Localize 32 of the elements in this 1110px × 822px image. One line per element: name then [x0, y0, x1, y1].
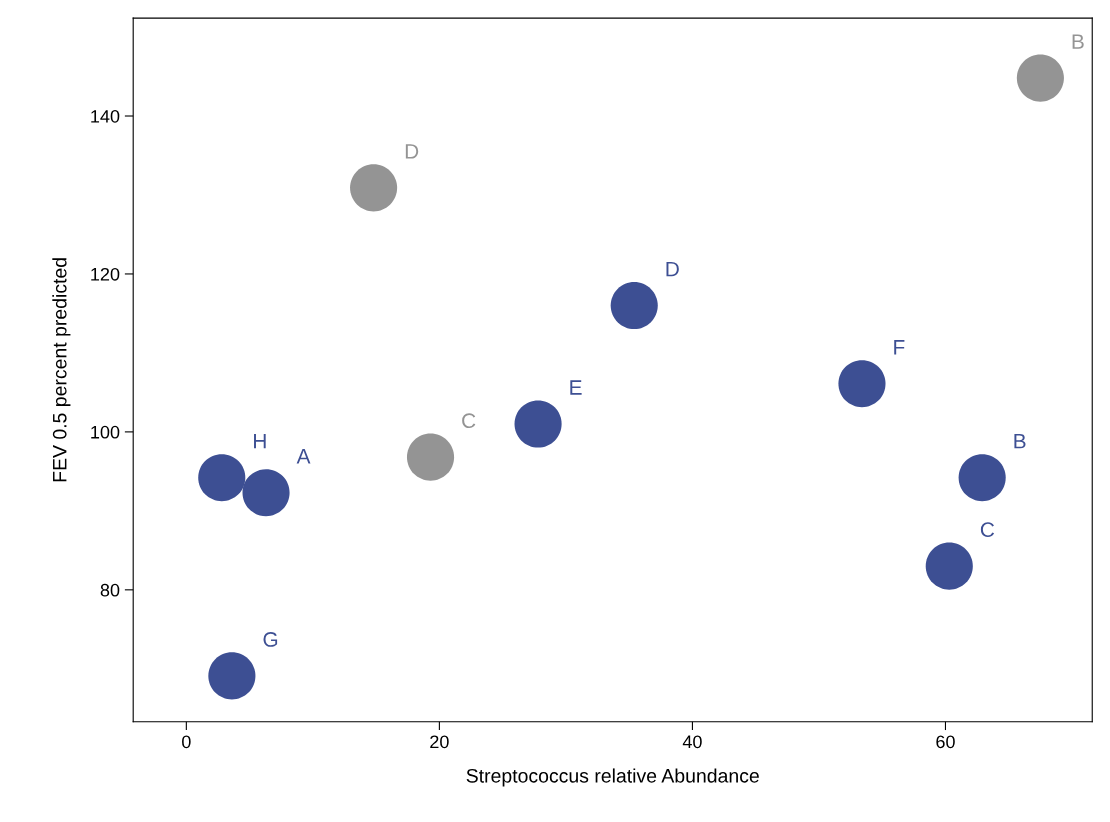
point: [958, 454, 1006, 502]
y-tick-label: 140: [91, 109, 120, 123]
data-label: G: [263, 632, 278, 647]
data-label: F: [894, 340, 905, 355]
y-tick-label: 80: [100, 583, 120, 597]
x-tick-label: 0: [182, 735, 191, 749]
data-label: B: [1014, 434, 1026, 449]
point: [350, 164, 398, 212]
data-label: C: [462, 413, 476, 429]
point: [610, 281, 658, 330]
x-tick-label: 60: [936, 735, 955, 749]
point: [925, 542, 973, 590]
data-label: H: [254, 434, 266, 449]
data-label: E: [570, 380, 582, 395]
point: [208, 652, 256, 700]
data-label: B: [1072, 34, 1084, 49]
point: [514, 400, 562, 448]
data-label: D: [405, 144, 419, 159]
data-label: C: [980, 522, 995, 538]
y-tick-label: 120: [91, 267, 120, 281]
point: [406, 433, 455, 481]
point: [1016, 54, 1064, 102]
y-axis-title: FEV 0.5 percent predicted: [52, 258, 71, 482]
point: [242, 469, 290, 517]
x-tick-label: 20: [430, 735, 449, 749]
x-axis-title: Streptococcus relative Abundance: [466, 768, 759, 787]
x-tick-label: 40: [682, 735, 702, 749]
y-tick-label: 100: [91, 425, 120, 439]
point: [838, 360, 886, 408]
point: [198, 454, 246, 502]
data-label: D: [666, 261, 679, 277]
data-label: A: [296, 449, 311, 464]
